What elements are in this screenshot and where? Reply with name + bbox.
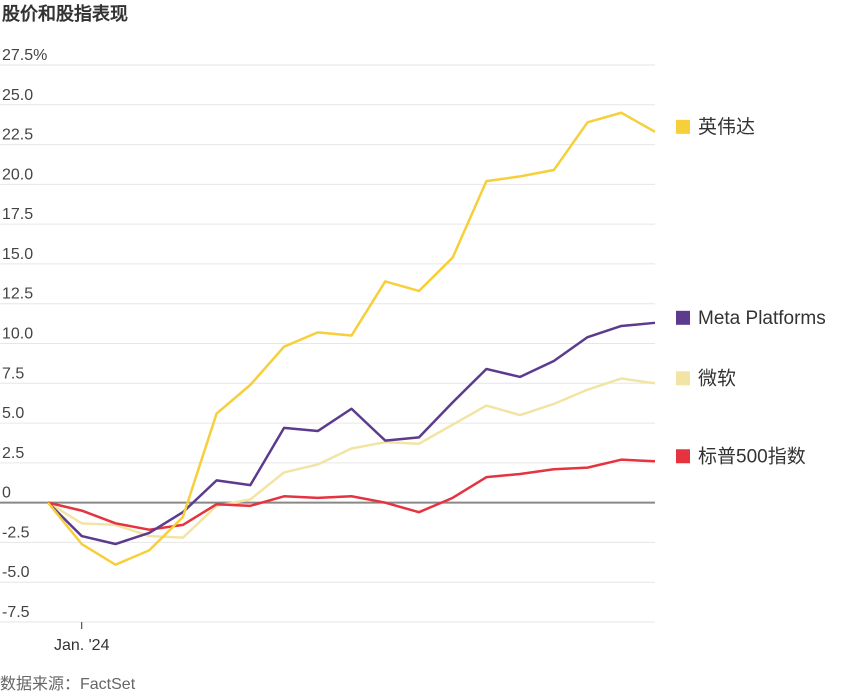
series-line <box>47 458 656 531</box>
chart-title: 股价和股指表现 <box>1 3 128 24</box>
legend-swatch <box>676 449 690 464</box>
y-tick-label: 0 <box>2 485 11 502</box>
legend-label: 英伟达 <box>698 116 755 138</box>
legend-swatch <box>676 119 690 134</box>
y-tick-label: 7.5 <box>2 365 24 382</box>
legend-swatch <box>676 371 690 386</box>
y-tick-label: 12.5 <box>2 286 33 303</box>
y-tick-label: 5.0 <box>2 405 24 422</box>
legend-label: Meta Platforms <box>698 308 826 329</box>
y-tick-label: 15.0 <box>2 246 33 263</box>
y-tick-label: 27.5% <box>2 47 47 64</box>
source-note: 数据来源：FactSet <box>0 675 136 693</box>
series-line <box>47 111 656 566</box>
y-tick-label: 22.5 <box>2 127 33 144</box>
y-tick-label: 20.0 <box>2 166 33 183</box>
legend-label: 标普500指数 <box>698 445 806 467</box>
series-line <box>47 377 656 539</box>
y-tick-label: -7.5 <box>2 604 30 621</box>
y-tick-label: 25.0 <box>2 87 33 104</box>
legend-label: 微软 <box>698 367 736 389</box>
y-tick-label: -2.5 <box>2 524 30 541</box>
y-tick-label: -5.0 <box>2 564 30 581</box>
series-line <box>47 321 656 546</box>
legend-swatch <box>676 310 690 325</box>
y-tick-label: 2.5 <box>2 445 24 462</box>
y-tick-label: 10.0 <box>2 326 33 343</box>
x-tick-label: Jan. '24 <box>54 637 110 654</box>
y-tick-label: 17.5 <box>2 206 33 223</box>
